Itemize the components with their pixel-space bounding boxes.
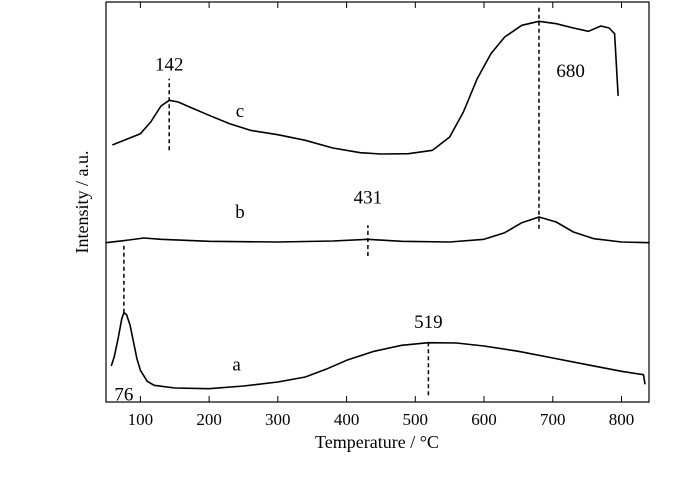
- x-tick-label-100: 100: [128, 410, 154, 429]
- x-tick-label-600: 600: [471, 410, 497, 429]
- peak-label-519: 519: [414, 312, 443, 333]
- peak-label-142: 142: [155, 54, 184, 75]
- x-axis-ticks: 100 200 300 400 500 600 700 800: [128, 2, 635, 429]
- x-tick-label-500: 500: [403, 410, 429, 429]
- x-tick-label-800: 800: [609, 410, 635, 429]
- plot-frame: [105, 1, 650, 403]
- series-a-label: a: [232, 354, 241, 375]
- x-axis-label: Temperature / °C: [315, 432, 439, 452]
- x-tick-label-400: 400: [334, 410, 360, 429]
- series-layer: a b c: [105, 20, 650, 390]
- series-a-line: [110, 311, 646, 390]
- series-c-label: c: [236, 101, 244, 122]
- series-c-line: [112, 20, 619, 155]
- x-tick-label-200: 200: [196, 410, 222, 429]
- marker-layer: 76 519 431 142 680: [114, 5, 585, 405]
- series-b-line: [105, 216, 650, 244]
- x-tick-label-700: 700: [540, 410, 566, 429]
- peak-label-76: 76: [114, 384, 133, 405]
- y-axis-label: Intensity / a.u.: [72, 151, 92, 254]
- peak-label-680: 680: [556, 61, 585, 82]
- peak-label-431: 431: [354, 188, 383, 209]
- x-tick-label-300: 300: [265, 410, 291, 429]
- series-b-label: b: [235, 202, 245, 223]
